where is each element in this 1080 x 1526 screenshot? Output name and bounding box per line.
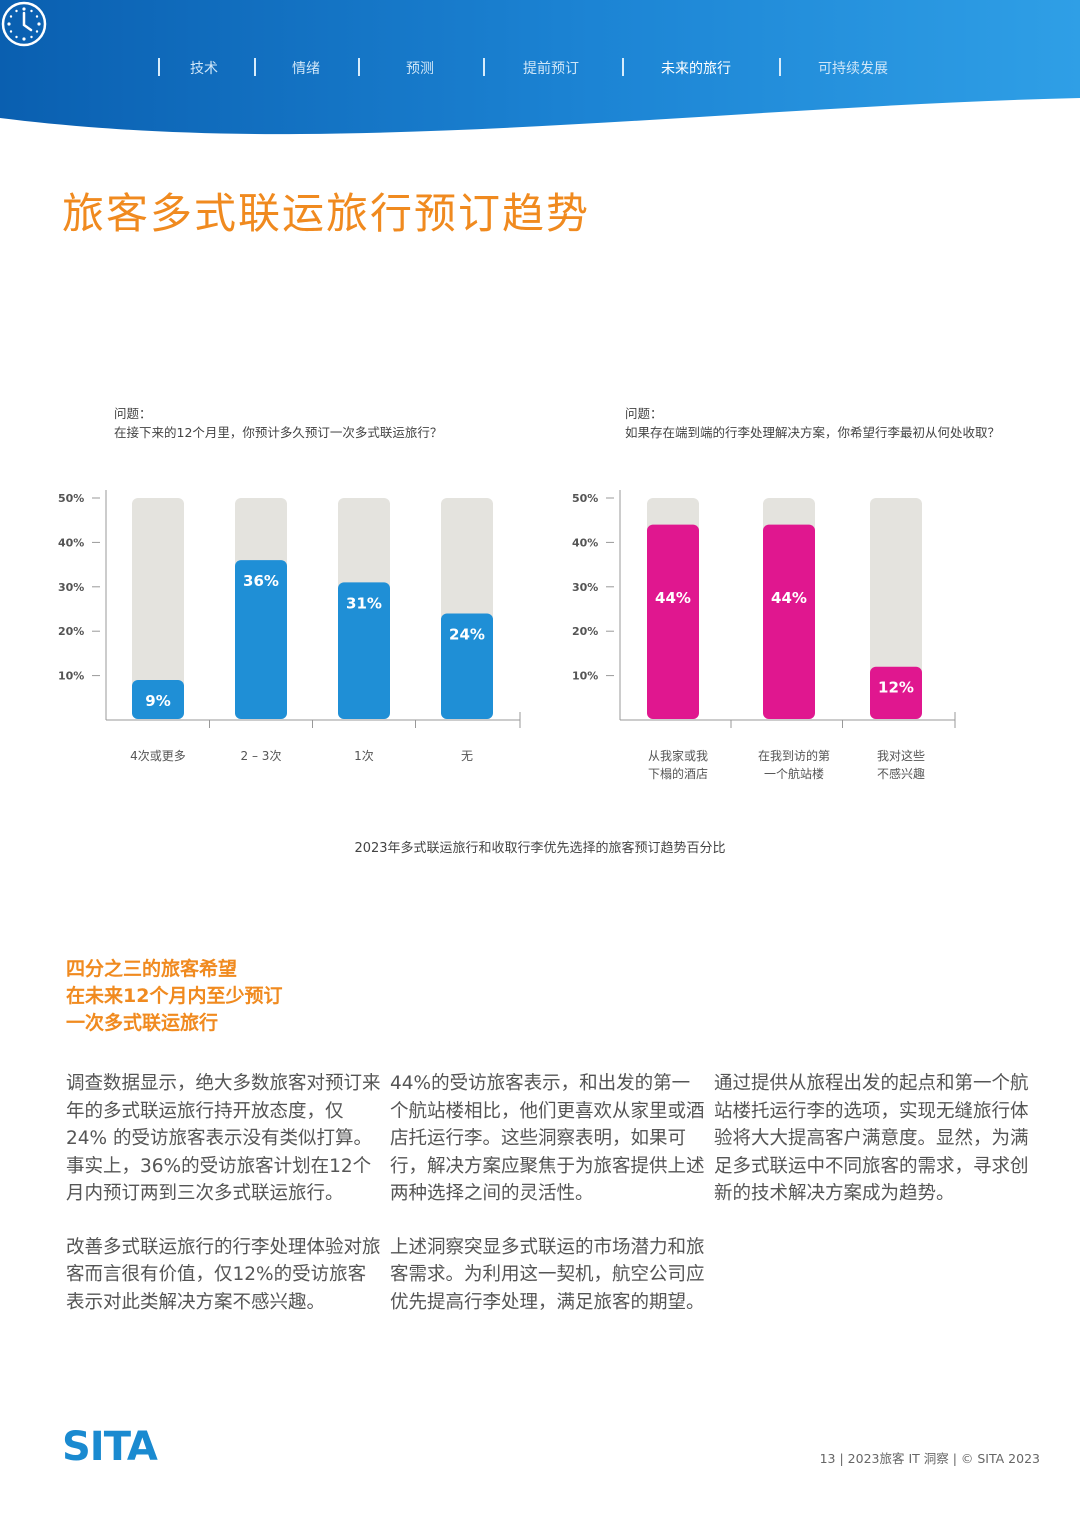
y-tick-label: 40% (58, 536, 84, 549)
nav-divider (158, 58, 160, 76)
x-category-label: 我对这些 (877, 748, 925, 763)
y-tick-label: 20% (58, 625, 84, 638)
x-category-label: 在我到访的第 (758, 748, 830, 763)
bar-value-label: 36% (243, 572, 279, 590)
bar (647, 524, 699, 719)
paragraph: 改善多式联运旅行的行李处理体验对旅客而言很有价值，仅12%的受访旅客表示对此类解… (66, 1236, 381, 1313)
bar (338, 582, 390, 719)
question-text: 在接下来的12个月里，你预计多久预订一次多式联运旅行？ (114, 425, 443, 440)
x-category-label: 无 (461, 749, 473, 763)
header-wave (0, 0, 1080, 135)
nav-item-forecast[interactable]: 预测 (406, 61, 434, 77)
chart-caption: 2023年多式联运旅行和收取行李优先选择的旅客预订趋势百分比 (354, 841, 726, 856)
highlight-line: 一次多式联运旅行 (66, 1012, 219, 1034)
nav-item-future-travel[interactable]: 未来的旅行 (661, 61, 731, 77)
bar-value-label: 24% (449, 625, 485, 643)
text-column-2: 44%的受访旅客表示，和出发的第一个航站楼相比，他们更喜欢从家里或酒店托运行李。… (390, 1070, 708, 1342)
paragraph: 44%的受访旅客表示，和出发的第一个航站楼相比，他们更喜欢从家里或酒店托运行李。… (390, 1073, 705, 1204)
nav-item-sustainability[interactable]: 可持续发展 (818, 61, 888, 77)
x-category-label: 2 – 3次 (241, 749, 282, 763)
bar-track (132, 498, 184, 719)
paragraph: 上述洞察突显多式联运的市场潜力和旅客需求。为利用这一契机，航空公司应优先提高行李… (390, 1236, 705, 1313)
top-nav: 技术 情绪 预测 提前预订 未来的旅行 可持续发展 (0, 56, 1080, 80)
nav-divider (483, 58, 485, 76)
x-category-label: 4次或更多 (130, 749, 186, 763)
bar-value-label: 12% (878, 679, 914, 697)
nav-item-sentiment[interactable]: 情绪 (292, 61, 320, 77)
x-category-label: 1次 (354, 749, 374, 763)
bar-value-label: 44% (771, 589, 807, 607)
x-category-label: 从我家或我 (648, 748, 708, 763)
y-tick-label: 40% (572, 536, 598, 549)
y-tick-label: 10% (572, 670, 598, 683)
clock-icon (1, 1, 47, 47)
chart2-question: 问题： 如果存在端到端的行李处理解决方案，你希望行李最初从何处收取？ (625, 404, 1000, 442)
bar-value-label: 44% (655, 589, 691, 607)
x-category-label: 不感兴趣 (877, 766, 925, 781)
paragraph: 通过提供从旅程出发的起点和第一个航站楼托运行李的选项，实现无缝旅行体验将大大提高… (714, 1073, 1029, 1204)
question-text: 如果存在端到端的行李处理解决方案，你希望行李最初从何处收取？ (625, 425, 1001, 440)
highlight-line: 在未来12个月内至少预订 (66, 985, 283, 1007)
nav-divider (358, 58, 360, 76)
nav-divider (622, 58, 624, 76)
text-column-1: 调查数据显示，绝大多数旅客对预订来年的多式联运旅行持开放态度，仅24% 的受访旅… (66, 1070, 384, 1342)
bar-charts: 10% 20% 30% 40% 50% 9% 4次或更多 36% 2 – 3次 31% 1次 24% 无… (58, 490, 956, 781)
page-title: 旅客多式联运旅行预订趋势 (62, 189, 591, 238)
bar (441, 613, 493, 719)
x-category-label: 下榻的酒店 (648, 766, 708, 781)
text-column-3: 通过提供从旅程出发的起点和第一个航站楼托运行李的选项，实现无缝旅行体验将大大提高… (714, 1070, 1032, 1234)
bar-value-label: 9% (145, 692, 170, 710)
bar-value-label: 31% (346, 594, 382, 612)
bar (763, 524, 815, 719)
bar-track (870, 498, 922, 719)
question-label: 问题： (625, 406, 663, 421)
chart1-question: 问题： 在接下来的12个月里，你预计多久预订一次多式联运旅行？ (114, 404, 442, 442)
nav-divider (779, 58, 781, 76)
bar (870, 666, 922, 719)
y-tick-label: 50% (572, 492, 598, 505)
highlight-callout: 四分之三的旅客希望 在未来12个月内至少预订 一次多式联运旅行 (66, 956, 282, 1037)
nav-divider (254, 58, 256, 76)
highlight-line: 四分之三的旅客希望 (66, 958, 238, 980)
page-footer: 13 | 2023旅客 IT 洞察 | © SITA 2023 (819, 1451, 1040, 1466)
x-category-label: 一个航站楼 (764, 766, 824, 781)
y-tick-label: 10% (58, 670, 84, 683)
bar (132, 680, 184, 719)
bar (235, 560, 287, 719)
header-banner: 技术 情绪 预测 提前预订 未来的旅行 可持续发展 (0, 0, 1080, 140)
sita-logo: SITA (62, 1424, 158, 1470)
question-label: 问题： (114, 406, 152, 421)
y-tick-label: 30% (58, 581, 84, 594)
y-tick-label: 30% (572, 581, 598, 594)
nav-item-tech[interactable]: 技术 (190, 61, 218, 77)
nav-item-advance-booking[interactable]: 提前预订 (523, 61, 579, 77)
y-tick-label: 20% (572, 625, 598, 638)
paragraph: 调查数据显示，绝大多数旅客对预订来年的多式联运旅行持开放态度，仅24% 的受访旅… (66, 1073, 381, 1204)
y-tick-label: 50% (58, 492, 84, 505)
